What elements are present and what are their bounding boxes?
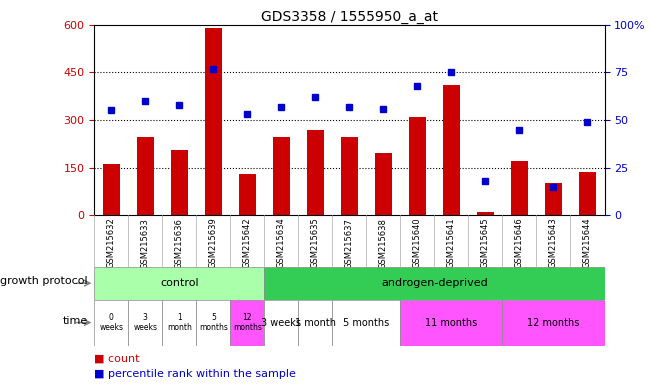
Text: GSM215641: GSM215641 [447,218,456,268]
Bar [103,164,120,215]
Bar [298,300,332,346]
Text: ■ count: ■ count [94,354,140,364]
Bar [265,267,604,300]
Text: GSM215637: GSM215637 [345,218,354,268]
Text: 11 months: 11 months [425,318,478,328]
Text: 1 month: 1 month [295,318,336,328]
Text: GSM215635: GSM215635 [311,218,320,268]
Text: 5
months: 5 months [199,313,228,332]
Text: GSM215642: GSM215642 [243,218,252,268]
Bar [196,300,230,346]
Text: GSM215646: GSM215646 [515,218,524,268]
Text: GSM215638: GSM215638 [379,218,388,268]
Bar [205,28,222,215]
Bar [265,300,298,346]
Text: GSM215632: GSM215632 [107,218,116,268]
Bar [477,212,494,215]
Text: 5 months: 5 months [343,318,389,328]
Text: 3
weeks: 3 weeks [133,313,157,332]
Bar [171,150,188,215]
Bar [94,267,265,300]
Bar [511,161,528,215]
Text: control: control [160,278,199,288]
Bar [239,174,256,215]
Text: GSM215634: GSM215634 [277,218,286,268]
Bar [400,300,502,346]
Text: GSM215636: GSM215636 [175,218,184,268]
Bar [128,300,162,346]
Text: GSM215645: GSM215645 [481,218,490,268]
Bar [162,300,196,346]
Text: GSM215640: GSM215640 [413,218,422,268]
Bar [341,137,358,215]
Bar [409,117,426,215]
Text: GSM215639: GSM215639 [209,218,218,268]
Bar [545,184,562,215]
Bar [443,85,460,215]
Text: 0
weeks: 0 weeks [99,313,124,332]
Text: ■ percentile rank within the sample: ■ percentile rank within the sample [94,369,296,379]
Bar [94,300,128,346]
Bar [375,153,392,215]
Text: 12
months: 12 months [233,313,262,332]
Text: GSM215644: GSM215644 [583,218,592,268]
Text: androgen-deprived: androgen-deprived [381,278,488,288]
Title: GDS3358 / 1555950_a_at: GDS3358 / 1555950_a_at [261,10,438,24]
Text: growth protocol: growth protocol [0,276,88,286]
Text: GSM215643: GSM215643 [549,218,558,268]
Bar [273,137,290,215]
Bar [502,300,604,346]
Text: 12 months: 12 months [527,318,580,328]
Text: time: time [62,316,88,326]
Bar [230,300,265,346]
Bar [579,172,596,215]
Text: 1
month: 1 month [167,313,192,332]
Bar [307,129,324,215]
Text: 3 weeks: 3 weeks [261,318,302,328]
Text: GSM215633: GSM215633 [141,218,150,268]
Bar [136,137,154,215]
Bar [332,300,400,346]
